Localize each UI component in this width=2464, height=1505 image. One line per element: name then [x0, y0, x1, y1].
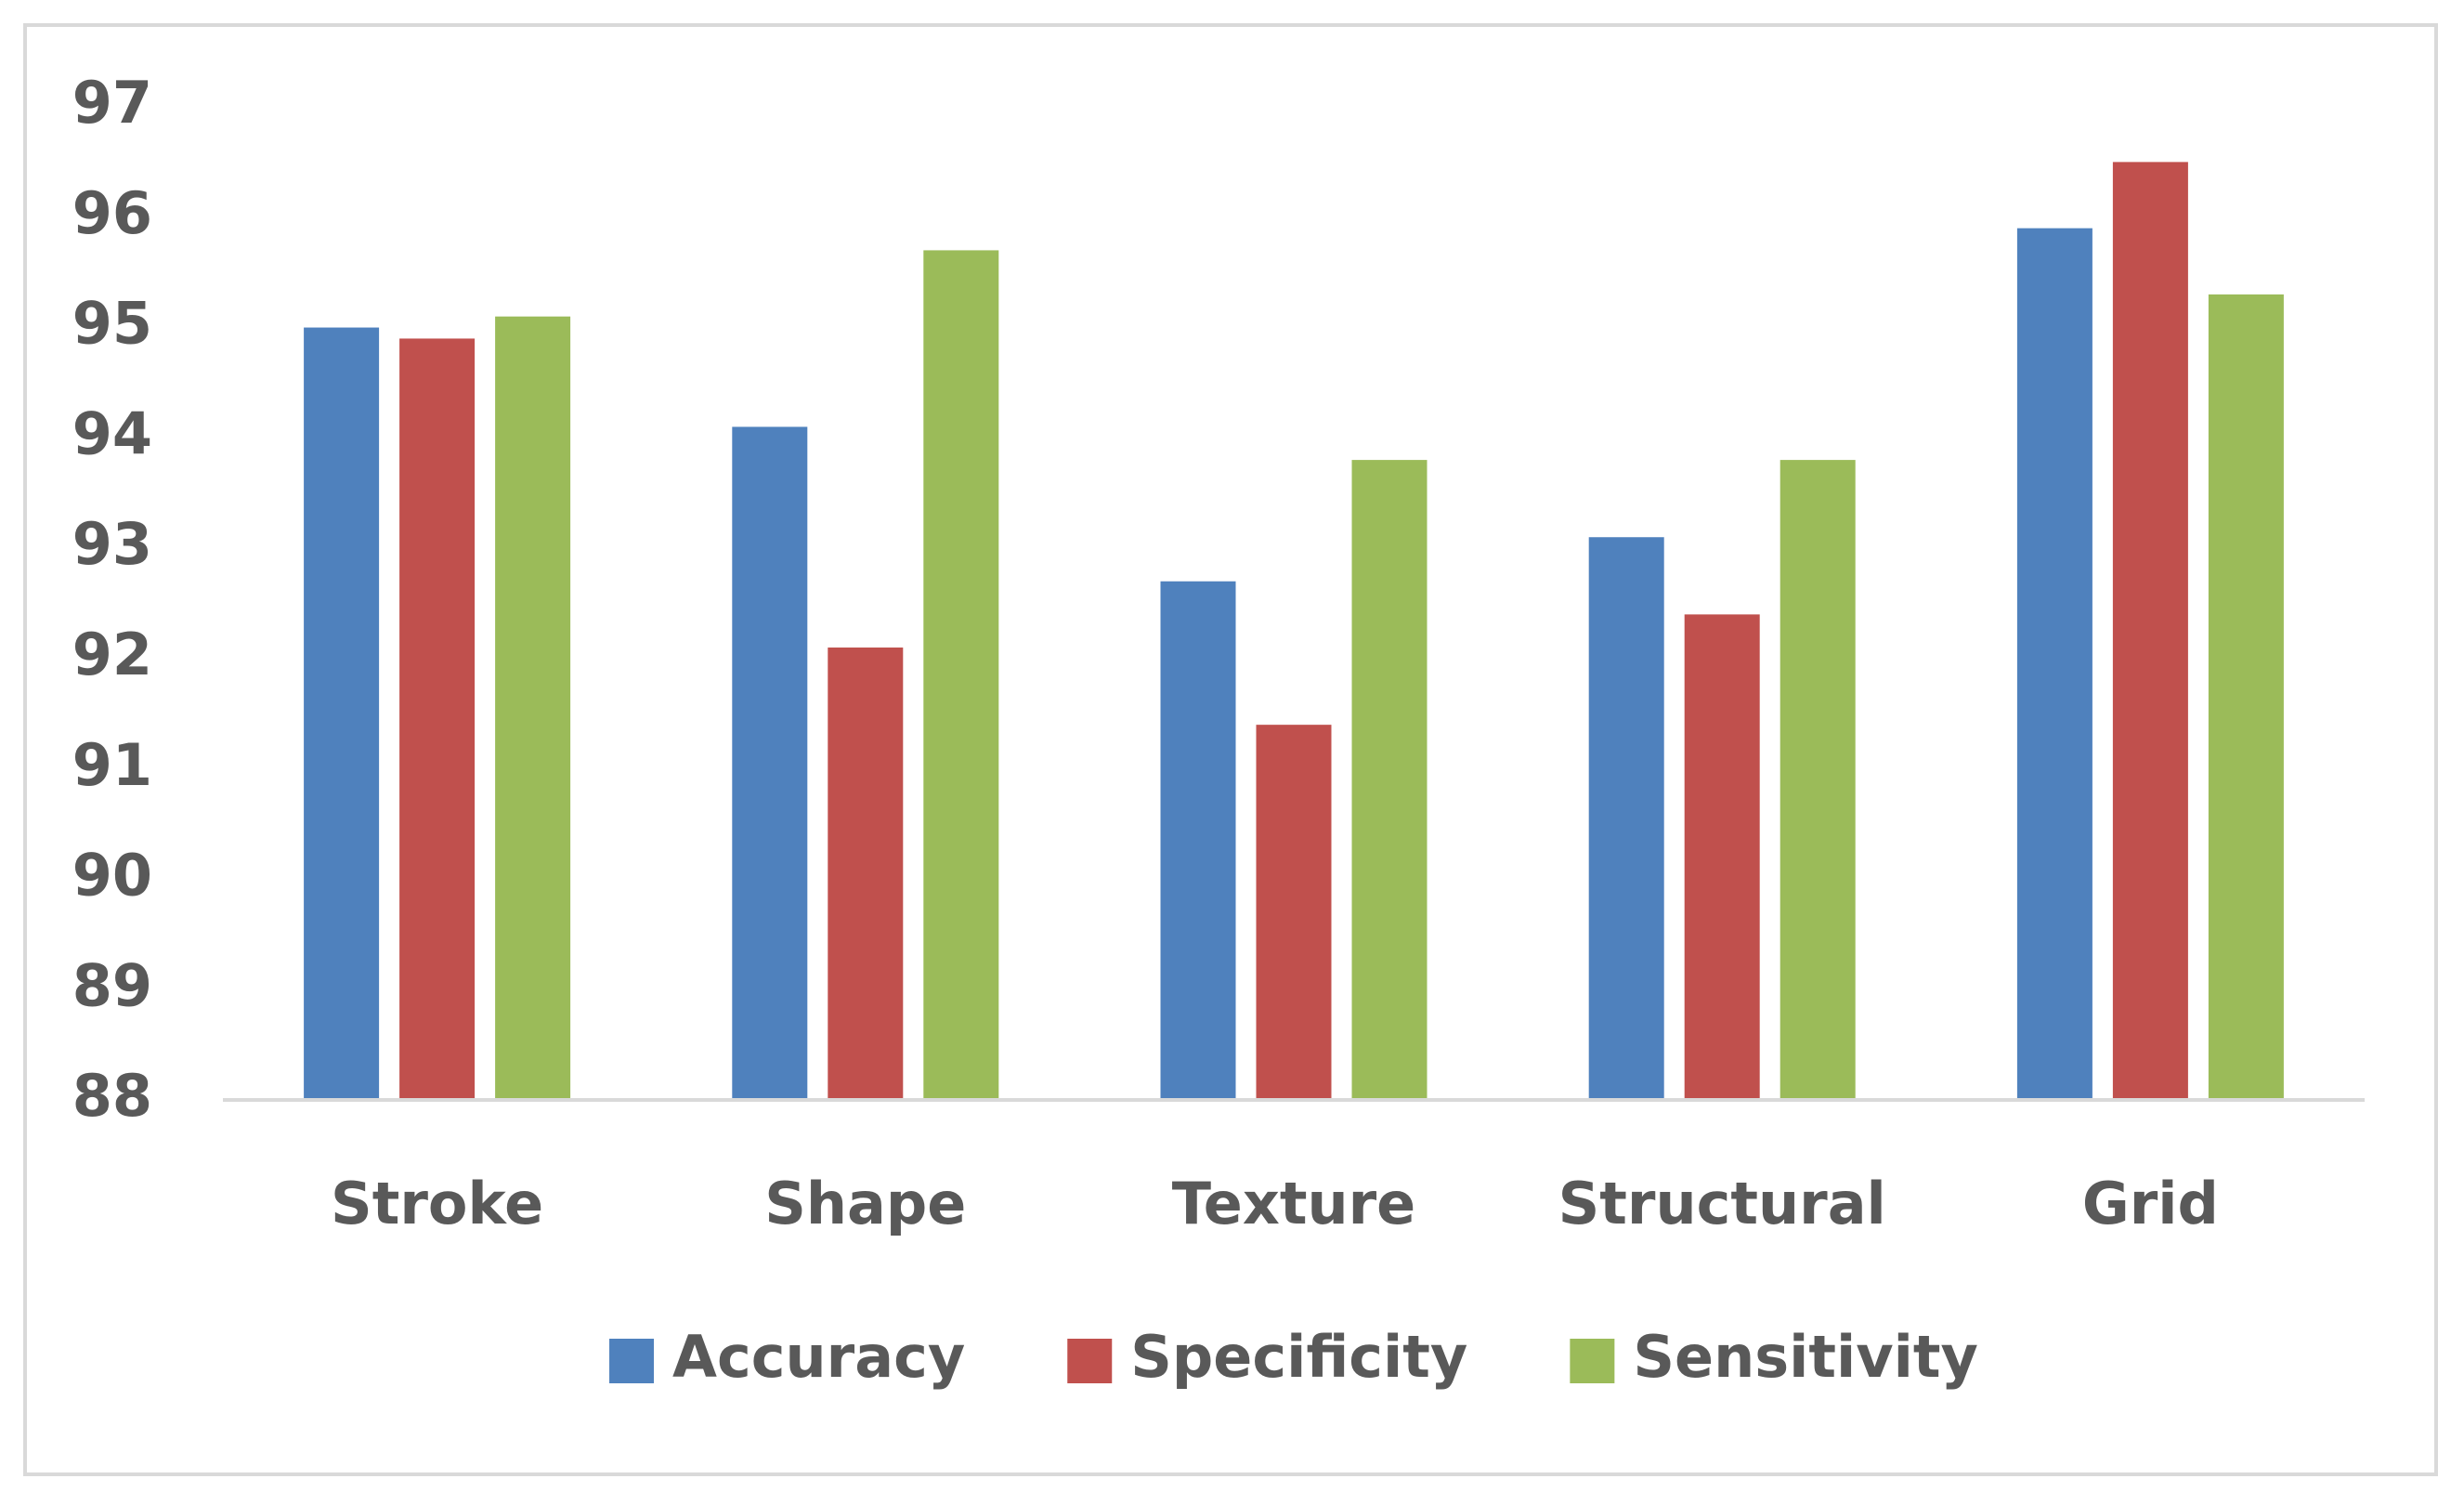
- bar: [1588, 537, 1664, 1100]
- bar: [923, 250, 999, 1100]
- y-tick-label: 88: [72, 1062, 152, 1130]
- bar: [1160, 581, 1236, 1100]
- legend-label: Specificity: [1130, 1323, 1467, 1391]
- bar: [2208, 294, 2284, 1100]
- bar: [2016, 228, 2092, 1101]
- x-tick-label: Structural: [1558, 1170, 1886, 1237]
- bar: [1684, 614, 1760, 1100]
- bar: [1256, 725, 1332, 1100]
- y-tick-label: 93: [72, 510, 152, 578]
- legend-swatch: [609, 1339, 655, 1383]
- x-tick-label: Grid: [2082, 1170, 2219, 1237]
- x-tick-label: Stroke: [331, 1170, 543, 1237]
- bar: [304, 327, 380, 1100]
- bar: [1351, 460, 1428, 1101]
- y-tick-label: 92: [72, 621, 152, 688]
- y-tick-label: 94: [72, 399, 152, 467]
- bar: [1780, 460, 1856, 1101]
- y-tick-label: 91: [72, 731, 152, 799]
- bar: [828, 648, 904, 1100]
- x-tick-label: Shape: [764, 1170, 966, 1237]
- legend-swatch: [1067, 1339, 1113, 1383]
- y-tick-label: 89: [72, 951, 152, 1019]
- y-tick-label: 90: [72, 842, 152, 910]
- bar: [732, 426, 808, 1100]
- y-tick-label: 95: [72, 290, 152, 358]
- legend-swatch: [1570, 1339, 1615, 1383]
- y-tick-label: 97: [72, 69, 152, 137]
- bar: [2112, 162, 2188, 1100]
- x-tick-label: Texture: [1172, 1170, 1416, 1237]
- legend-label: Sensitivity: [1633, 1323, 1978, 1391]
- legend-label: Accuracy: [672, 1323, 965, 1391]
- bar: [399, 338, 476, 1100]
- bar: [495, 316, 571, 1101]
- y-tick-label: 96: [72, 179, 152, 247]
